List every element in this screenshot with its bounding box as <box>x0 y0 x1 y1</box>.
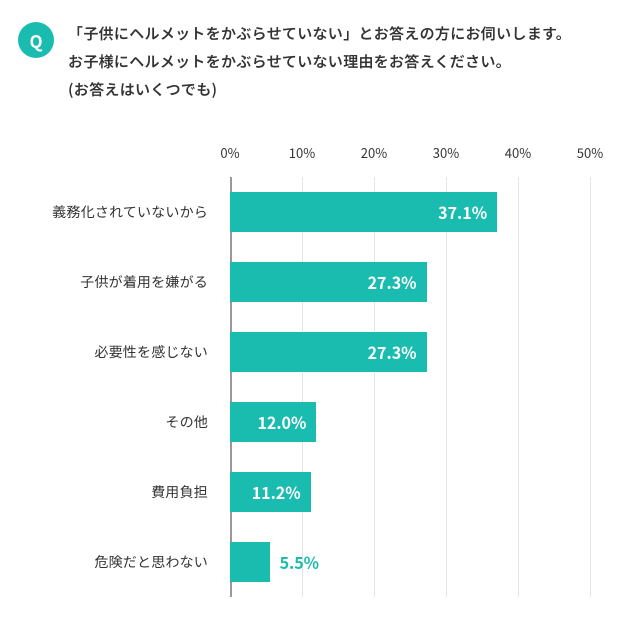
gridline <box>590 177 591 597</box>
category-label: 義務化されていないから <box>50 202 230 222</box>
bar-value: 27.3% <box>368 340 417 364</box>
bar-row: 費用負担 11.2% <box>50 457 590 527</box>
bar: 12.0% <box>230 402 316 442</box>
bar-row: 必要性を感じない 27.3% <box>50 317 590 387</box>
question-line1: 「子供にヘルメットをかぶらせていない」とお答えの方にお伺いします。 <box>68 23 571 44</box>
bar-track: 5.5% <box>230 542 590 582</box>
q-badge: Q <box>18 22 54 58</box>
bar-track: 11.2% <box>230 472 590 512</box>
question-line3: (お答えはいくつでも) <box>68 79 217 100</box>
category-label: 費用負担 <box>50 482 230 502</box>
question-header: Q 「子供にヘルメットをかぶらせていない」とお答えの方にお伺いします。 お子様に… <box>18 20 608 103</box>
category-label: 必要性を感じない <box>50 342 230 362</box>
x-axis-tick-label: 20% <box>361 143 387 162</box>
bar: 27.3% <box>230 262 427 302</box>
plot-area: 義務化されていないから 37.1% 子供が着用を嫌がる 27.3% 必要性を感じない 27… <box>50 177 590 597</box>
bar-value: 27.3% <box>368 270 417 294</box>
bar-value: 11.2% <box>252 480 301 504</box>
bar-track: 37.1% <box>230 192 590 232</box>
x-axis-tick-label: 40% <box>505 143 531 162</box>
bar: 11.2% <box>230 472 311 512</box>
bar-row: 義務化されていないから 37.1% <box>50 177 590 247</box>
question-line2: お子様にヘルメットをかぶらせていない理由をお答えください。 <box>68 51 511 72</box>
x-axis-tick-label: 10% <box>289 143 315 162</box>
x-axis-labels: 0%10%20%30%40%50% <box>230 143 590 177</box>
bar-track: 27.3% <box>230 262 590 302</box>
category-label: 危険だと思わない <box>50 552 230 572</box>
bar-row: 子供が着用を嫌がる 27.3% <box>50 247 590 317</box>
bar-value: 37.1% <box>438 200 487 224</box>
bar-track: 27.3% <box>230 332 590 372</box>
bar-chart: 0%10%20%30%40%50% 義務化されていないから37.1%子供が着用を… <box>50 143 590 597</box>
bar-row: その他 12.0% <box>50 387 590 457</box>
bar-rows: 義務化されていないから 37.1% 子供が着用を嫌がる 27.3% 必要性を感じない 27… <box>50 177 590 597</box>
question-text: 「子供にヘルメットをかぶらせていない」とお答えの方にお伺いします。 お子様にヘル… <box>68 20 571 103</box>
bar-value: 12.0% <box>257 410 306 434</box>
bar: 37.1% <box>230 192 497 232</box>
bar-row: 危険だと思わない5.5% <box>50 527 590 597</box>
bar: 27.3% <box>230 332 427 372</box>
bar-track: 12.0% <box>230 402 590 442</box>
x-axis-tick-label: 0% <box>220 143 239 162</box>
bar-value: 5.5% <box>280 550 320 574</box>
category-label: その他 <box>50 412 230 432</box>
x-axis-tick-label: 50% <box>577 143 603 162</box>
x-axis: 0%10%20%30%40%50% <box>230 143 590 177</box>
bar: 5.5% <box>230 542 270 582</box>
category-label: 子供が着用を嫌がる <box>50 272 230 292</box>
x-axis-tick-label: 30% <box>433 143 459 162</box>
